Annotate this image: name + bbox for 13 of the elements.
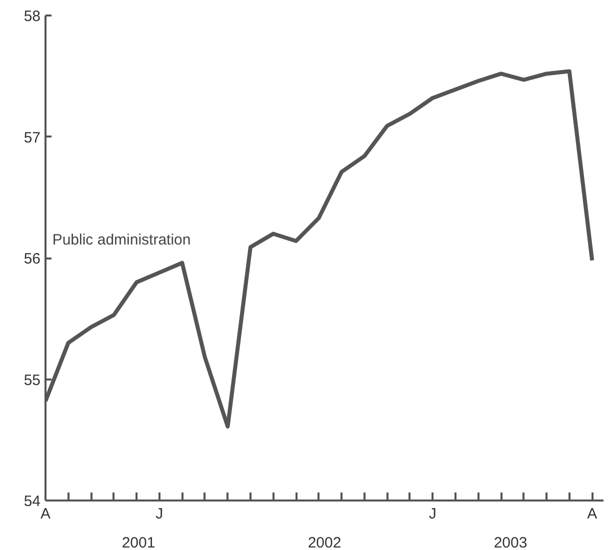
x-tick-label: A: [587, 506, 598, 522]
x-tick-label: A: [40, 506, 51, 522]
series-label: Public administration: [52, 231, 191, 248]
text: 2001: [122, 534, 156, 550]
y-tick-label: 56: [24, 250, 41, 268]
y-tick-label: 55: [24, 372, 41, 389]
y-tick-label: 54: [24, 493, 41, 510]
y-tick-label: 57: [24, 129, 41, 146]
x-tick-label: J: [428, 506, 436, 522]
x-tick-label: J: [156, 506, 164, 522]
text: 2002: [308, 534, 342, 550]
y-tick-label: 58: [24, 8, 41, 25]
text: 2003: [494, 534, 528, 550]
